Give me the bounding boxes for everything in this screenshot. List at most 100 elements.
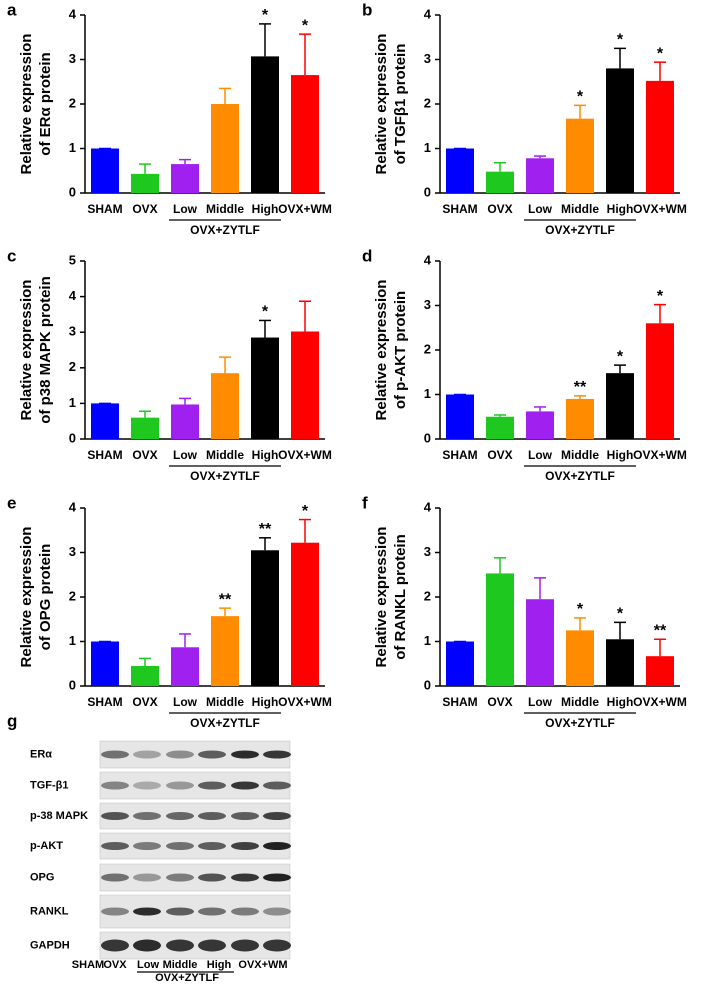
x-tick-label: OVX xyxy=(487,448,512,462)
bar xyxy=(211,104,239,193)
blot-band xyxy=(231,750,259,759)
x-tick-label: OVX+WM xyxy=(278,202,332,216)
x-tick-label: High xyxy=(607,202,634,216)
y-tick-label: 3 xyxy=(424,297,431,312)
significance-mark: * xyxy=(617,348,624,365)
y-tick-label: 3 xyxy=(424,544,431,559)
x-tick-label: OVX xyxy=(132,448,157,462)
blot-band xyxy=(198,873,226,882)
significance-mark: * xyxy=(577,89,584,106)
blot-band xyxy=(263,750,291,759)
bar xyxy=(131,417,159,439)
y-tick-label: 1 xyxy=(424,633,431,648)
blot-lane-label: OVX xyxy=(103,959,127,971)
blot-band xyxy=(101,907,129,916)
x-tick-label: Low xyxy=(528,448,553,462)
x-tick-label: OVX+WM xyxy=(278,448,332,462)
significance-mark: * xyxy=(302,17,309,34)
blot-band xyxy=(101,939,129,952)
y-axis-label: Relative expression xyxy=(18,280,35,421)
x-tick-label: High xyxy=(607,448,634,462)
panel-label: g xyxy=(7,711,17,730)
y-tick-label: 4 xyxy=(424,252,432,267)
y-tick-label: 4 xyxy=(424,6,432,21)
x-tick-label: High xyxy=(252,695,279,709)
y-tick-label: 0 xyxy=(424,677,431,692)
y-axis-label: of TGFβ1 protein xyxy=(392,44,409,165)
blot-band xyxy=(101,812,129,820)
significance-mark: * xyxy=(617,32,624,49)
significance-mark: * xyxy=(577,601,584,618)
significance-mark: * xyxy=(617,606,624,623)
bar xyxy=(251,337,279,439)
y-tick-label: 0 xyxy=(424,184,431,199)
y-tick-label: 2 xyxy=(69,95,76,110)
y-axis-label: Relative expression xyxy=(18,527,35,668)
bar xyxy=(526,411,554,439)
blot-band xyxy=(263,873,291,882)
bar xyxy=(606,373,634,439)
blot-band xyxy=(133,873,161,882)
blot-row-label: ERα xyxy=(30,748,52,760)
blot-band xyxy=(166,939,194,952)
blot-band xyxy=(263,907,291,916)
significance-mark: ** xyxy=(219,591,232,608)
blot-band xyxy=(101,781,129,790)
bar xyxy=(211,373,239,439)
x-tick-label: OVX xyxy=(132,695,157,709)
bar xyxy=(446,148,474,193)
significance-mark: ** xyxy=(259,521,272,538)
panel-label: c xyxy=(7,246,16,265)
blot-band xyxy=(166,842,194,850)
group-label: OVX+ZYTLF xyxy=(190,223,260,237)
x-tick-label: High xyxy=(252,202,279,216)
x-tick-label: Low xyxy=(173,448,198,462)
y-tick-label: 0 xyxy=(69,677,76,692)
blot-band xyxy=(101,842,129,850)
y-axis-label: of p38 MAPK protein xyxy=(37,276,54,424)
blot-row-label: TGF-β1 xyxy=(30,779,69,791)
blot-band xyxy=(198,939,226,952)
group-label: OVX+ZYTLF xyxy=(155,972,219,984)
bar xyxy=(251,550,279,686)
x-tick-label: Middle xyxy=(561,695,599,709)
x-tick-label: SHAM xyxy=(442,695,477,709)
y-tick-label: 0 xyxy=(69,184,76,199)
group-label: OVX+ZYTLF xyxy=(545,223,615,237)
x-tick-label: Low xyxy=(528,202,553,216)
y-axis-label: Relative expression xyxy=(373,527,390,668)
y-axis-label: of RANKL protein xyxy=(392,534,409,660)
blot-band xyxy=(198,812,226,820)
x-tick-label: OVX xyxy=(487,202,512,216)
x-tick-label: Middle xyxy=(561,202,599,216)
western-blot: g ERα TGF-β1 p-38 MAPK p-AKT OPG RANKL GAPDHSHA… xyxy=(7,711,291,984)
y-axis-label: Relative expression xyxy=(18,34,35,175)
panel-label: a xyxy=(7,0,17,19)
blot-lane-label: SHAM xyxy=(72,959,104,971)
y-tick-label: 2 xyxy=(69,359,76,374)
blot-band xyxy=(231,939,259,952)
blot-band xyxy=(231,842,259,850)
blot-band xyxy=(198,907,226,916)
blot-band xyxy=(101,750,129,759)
blot-row-label: p-38 MAPK xyxy=(30,810,88,822)
y-tick-label: 4 xyxy=(69,6,77,21)
x-tick-label: Middle xyxy=(206,448,244,462)
y-tick-label: 4 xyxy=(69,288,77,303)
x-tick-label: Middle xyxy=(206,695,244,709)
bar xyxy=(646,656,674,686)
bar xyxy=(646,323,674,439)
bar xyxy=(606,68,634,193)
y-tick-label: 0 xyxy=(424,430,431,445)
group-label: OVX+ZYTLF xyxy=(545,716,615,730)
blot-lane-label: OVX+WM xyxy=(238,959,287,971)
blot-band xyxy=(166,781,194,790)
x-tick-label: OVX+WM xyxy=(633,202,687,216)
group-label: OVX+ZYTLF xyxy=(190,469,260,483)
bar xyxy=(91,641,119,686)
x-tick-label: OVX xyxy=(132,202,157,216)
